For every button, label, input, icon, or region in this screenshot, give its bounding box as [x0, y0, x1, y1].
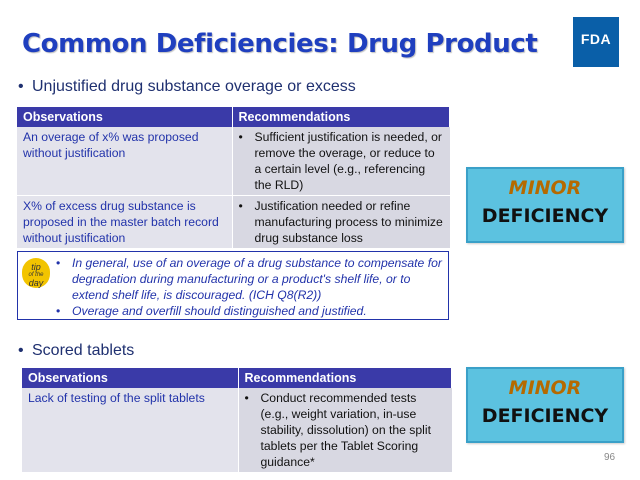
badge-deficiency-label: DEFICIENCY — [481, 205, 609, 227]
recommendation-text: Sufficient justification is needed, or r… — [254, 130, 442, 192]
tip-badge-line: of the — [28, 272, 44, 278]
header-recommendations: Recommendations — [232, 107, 450, 127]
bullet-icon: • — [18, 78, 24, 95]
header-observations: Observations — [17, 107, 233, 127]
section-heading: Scored tablets — [32, 342, 135, 359]
header-observations: Observations — [22, 368, 239, 388]
slide-title: Common Deficiencies: Drug Product — [22, 29, 538, 59]
observations-table-scored-tablets: Observations Recommendations Lack of tes… — [22, 368, 452, 472]
tip-of-the-day-icon: tip of the day — [22, 258, 50, 288]
tip-of-the-day-box: tip of the day • In general, use of an ov… — [17, 251, 449, 320]
tip-item: • In general, use of an overage of a drug… — [56, 255, 444, 303]
observations-table-overage: Observations Recommendations An overage … — [17, 107, 450, 248]
table-header-row: Observations Recommendations — [22, 368, 452, 388]
tip-item: • Overage and overfill should distinguish… — [56, 303, 444, 319]
minor-deficiency-badge: MINOR DEFICIENCY — [466, 367, 624, 443]
fda-logo: FDA — [573, 17, 619, 67]
badge-minor-label: MINOR — [508, 177, 582, 199]
observation-cell: Lack of testing of the split tablets — [22, 388, 239, 472]
page-number: 96 — [604, 452, 616, 463]
section-bullet-overage: • Unjustified drug substance overage or e… — [18, 78, 356, 96]
bullet-icon: • — [244, 391, 249, 405]
minor-deficiency-badge: MINOR DEFICIENCY — [466, 167, 624, 243]
recommendation-text: Justification needed or refine manufactu… — [254, 199, 443, 245]
header-recommendations: Recommendations — [238, 368, 452, 388]
recommendation-text: Conduct recommended tests (e.g., weight … — [260, 391, 431, 469]
tip-badge-line: tip — [31, 262, 41, 272]
section-bullet-scored-tablets: • Scored tablets — [18, 342, 134, 360]
tip-text: Overage and overfill should distinguishe… — [72, 304, 367, 318]
table-row: Lack of testing of the split tablets • Co… — [22, 388, 452, 472]
observation-cell: An overage of x% was proposed without ju… — [17, 127, 233, 196]
table-row: X% of excess drug substance is proposed … — [17, 195, 450, 248]
bullet-icon: • — [56, 304, 61, 318]
observation-cell: X% of excess drug substance is proposed … — [17, 195, 233, 248]
recommendation-cell: • Sufficient justification is needed, or … — [232, 127, 450, 196]
section-heading: Unjustified drug substance overage or ex… — [32, 78, 356, 95]
recommendation-cell: • Justification needed or refine manufact… — [232, 195, 450, 248]
badge-deficiency-label: DEFICIENCY — [481, 405, 609, 427]
table-row: An overage of x% was proposed without ju… — [17, 127, 450, 196]
tip-badge-line: day — [28, 278, 44, 288]
tip-list: • In general, use of an overage of a drug… — [56, 255, 444, 319]
tip-text: In general, use of an overage of a drug … — [72, 256, 442, 302]
bullet-icon: • — [238, 130, 243, 144]
bullet-icon: • — [56, 256, 61, 270]
bullet-icon: • — [238, 199, 243, 213]
table-header-row: Observations Recommendations — [17, 107, 450, 127]
bullet-icon: • — [18, 342, 24, 359]
recommendation-cell: • Conduct recommended tests (e.g., weight… — [238, 388, 452, 472]
badge-minor-label: MINOR — [508, 377, 582, 399]
